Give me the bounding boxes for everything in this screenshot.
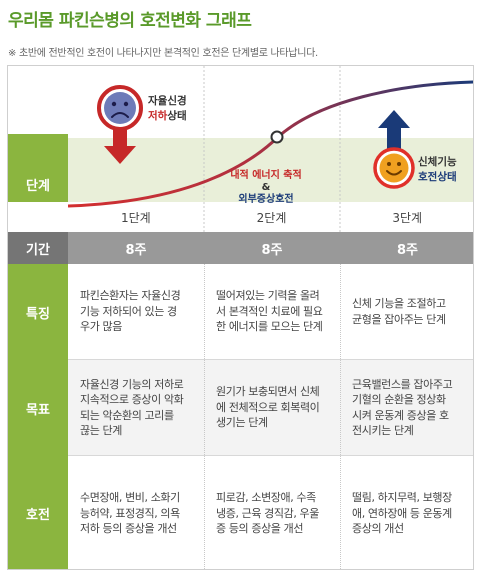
stage1-annotation-bottom: 저하상태 <box>148 109 187 122</box>
stage2-annotation-line2: 외부증상호전 <box>238 192 293 205</box>
feature-text-2: 떨어져있는 기력을 올려 서 본격적인 치료에 필요 한 에너지를 모으는 단계 <box>216 289 323 334</box>
goal-row: 자율신경 기능의 저하로 지속적으로 증상이 악화 되는 악순환의 고리를 끊는… <box>68 360 473 456</box>
column-divider-1 <box>204 264 205 569</box>
feature-cell-3: 신체 기능을 조절하고 균형을 잡아주는 단계 <box>340 264 473 359</box>
goal-text-1: 자율신경 기능의 저하로 지속적으로 증상이 악화 되는 악순환의 고리를 끊는… <box>80 377 184 438</box>
stage1-annotation-rest: 상태 <box>167 109 186 122</box>
goal-cell-1: 자율신경 기능의 저하로 지속적으로 증상이 악화 되는 악순환의 고리를 끊는… <box>68 360 204 455</box>
progress-chart-table: 단계 기간 특징 목표 호전 <box>7 65 474 570</box>
goal-cell-2: 원기가 보충되면서 신체 에 전체적으로 회복력이 생기는 단계 <box>204 360 340 455</box>
label-feature: 특징 <box>8 264 68 360</box>
stage-tick-label-2: 2단계 <box>257 211 287 225</box>
feature-text-3: 신체 기능을 조절하고 균형을 잡아주는 단계 <box>352 297 446 326</box>
stage-tick-label-3: 3단계 <box>392 211 422 225</box>
period-cell-3: 8주 <box>396 242 418 258</box>
goal-text-3: 근육밸런스를 잡아주고 기혈의 순환을 정상화 시켜 운동계 증상을 호 전시키… <box>352 377 453 438</box>
period-cell-2: 8주 <box>261 242 283 258</box>
stage1-annotation-top: 자율신경 <box>148 94 187 107</box>
happy-face-icon <box>373 147 415 189</box>
stage3-annotation-line2: 호전상태 <box>418 170 457 183</box>
label-goal: 목표 <box>8 360 68 456</box>
care-text-3: 떨림, 하지무력, 보행장 애, 연하장애 등 운동계 증상의 개선 <box>352 491 452 536</box>
down-arrow-icon <box>104 130 136 164</box>
progress-curve-chart: 자율신경 저하상태 내적 에너지 축적 & 외부증상호전 신체기능 호전상태 1… <box>68 66 473 232</box>
stage2-annotation-amp: & <box>262 182 271 193</box>
page-note: ※ 초반에 전반적인 호전이 나타나지만 본격적인 호전은 단계별로 나타납니다… <box>8 48 318 59</box>
goal-cell-3: 근육밸런스를 잡아주고 기혈의 순환을 정상화 시켜 운동계 증상을 호 전시키… <box>340 360 473 455</box>
stage3-annotation-line1: 신체기능 <box>418 155 457 168</box>
care-cell-1: 수면장애, 변비, 소화기 능허약, 표정경직, 의욕 저하 등의 증상을 개선 <box>68 456 204 569</box>
label-care: 호전 <box>8 456 68 569</box>
up-arrow-icon <box>378 110 410 150</box>
label-gap-blank <box>8 202 68 232</box>
period-cell-1: 8주 <box>125 242 147 258</box>
stage2-annotation-line1: 내적 에너지 축적 <box>230 168 301 181</box>
feature-cell-1: 파킨슨환자는 자율신경 기능 저하되어 있는 경 우가 많음 <box>68 264 204 359</box>
label-top-blank <box>8 66 68 134</box>
feature-text-1: 파킨슨환자는 자율신경 기능 저하되어 있는 경 우가 많음 <box>80 289 181 334</box>
care-text-2: 피로감, 소변장애, 수족 냉증, 근육 경직감, 우울 증 등의 증상을 개선 <box>216 491 319 536</box>
page-title: 우리몸 파킨슨병의 호전변화 그래프 <box>8 11 252 31</box>
period-row: 8주 8주 8주 <box>68 232 473 264</box>
care-cell-3: 떨림, 하지무력, 보행장 애, 연하장애 등 운동계 증상의 개선 <box>340 456 473 569</box>
care-row: 수면장애, 변비, 소화기 능허약, 표정경직, 의욕 저하 등의 증상을 개선… <box>68 456 473 569</box>
care-text-1: 수면장애, 변비, 소화기 능허약, 표정경직, 의욕 저하 등의 증상을 개선 <box>80 491 180 536</box>
sad-face-icon <box>97 85 143 131</box>
stage-tick-label-1: 1단계 <box>121 211 151 225</box>
progress-curve-svg: 자율신경 저하상태 내적 에너지 축적 & 외부증상호전 신체기능 호전상태 1… <box>68 66 473 232</box>
stage-labels: 1단계 2단계 3단계 <box>121 211 422 225</box>
feature-cell-2: 떨어져있는 기력을 올려 서 본격적인 치료에 필요 한 에너지를 모으는 단계 <box>204 264 340 359</box>
column-divider-2 <box>340 264 341 569</box>
curve-midpoint-marker <box>270 130 284 144</box>
goal-text-2: 원기가 보충되면서 신체 에 전체적으로 회복력이 생기는 단계 <box>216 385 320 430</box>
stage1-annotation-red: 저하 <box>148 109 168 122</box>
feature-row: 파킨슨환자는 자율신경 기능 저하되어 있는 경 우가 많음 떨어져있는 기력을… <box>68 264 473 360</box>
label-period: 기간 <box>8 232 68 264</box>
care-cell-2: 피로감, 소변장애, 수족 냉증, 근육 경직감, 우울 증 등의 증상을 개선 <box>204 456 340 569</box>
